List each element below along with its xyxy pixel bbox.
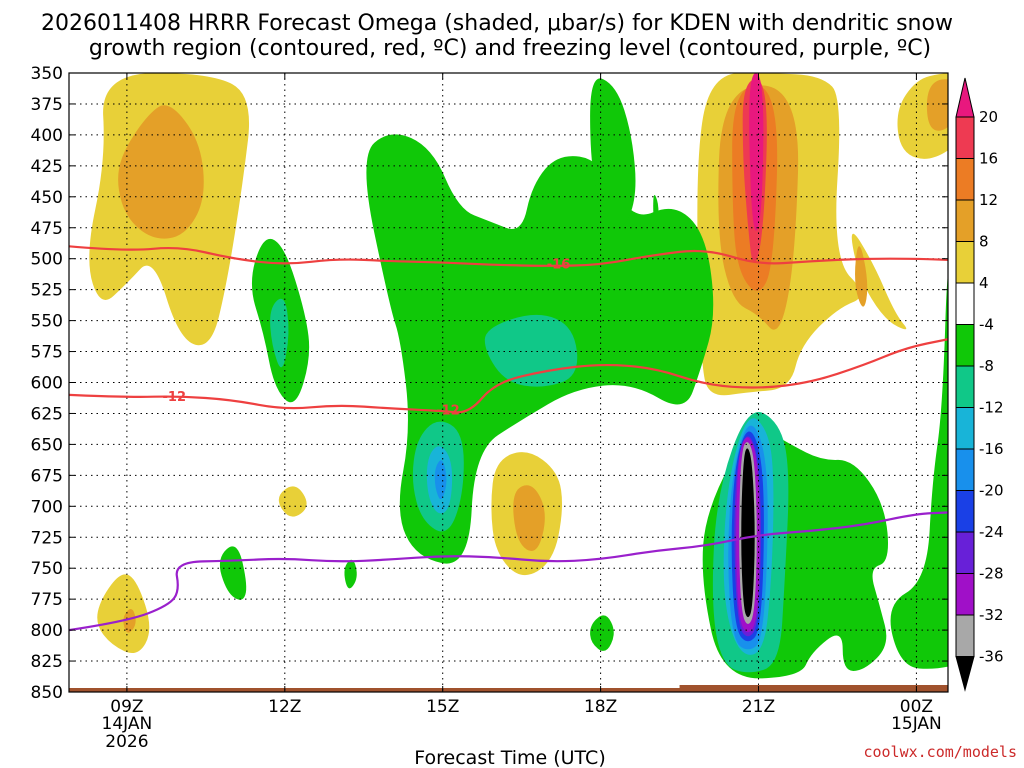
x-tick-sublabel-0: 14JAN xyxy=(102,714,153,734)
x-tick-label-0: 09Z xyxy=(110,697,143,717)
x-axis-label: Forecast Time (UTC) xyxy=(414,747,605,768)
omega-region-12 xyxy=(513,485,545,551)
colorbar-label-4: 4 xyxy=(979,274,989,292)
y-tick-label-3: 425 xyxy=(31,157,63,177)
contour-label-1: -12 xyxy=(163,390,187,405)
y-tick-label-8: 550 xyxy=(31,312,63,332)
y-tick-label-4: 450 xyxy=(31,188,63,208)
y-tick-label-9: 575 xyxy=(31,343,63,363)
omega-region-29 xyxy=(890,272,948,669)
axes: 350 375 400 425 450 475 500 525 550 575 600 625 650 6… xyxy=(31,64,949,752)
omega-region-22 xyxy=(653,195,659,222)
colorbar-box-2 xyxy=(955,158,975,201)
omega-region-24 xyxy=(270,298,289,368)
contour-line-0 xyxy=(69,245,948,267)
contour-line-2 xyxy=(69,511,948,632)
contour-label-text: -16 xyxy=(547,258,571,273)
y-tick-label-2: 400 xyxy=(31,126,63,146)
ground-strip-left xyxy=(69,688,948,692)
omega-shading xyxy=(89,73,948,679)
colorbar-label-0: 20 xyxy=(979,108,998,126)
x-tick-label-3: 18Z xyxy=(584,697,617,717)
colorbar-label-7: -12 xyxy=(979,399,1004,417)
colorbar-box-4 xyxy=(955,241,975,284)
x-tick-sublabel2-0: 2026 xyxy=(105,732,148,752)
x-tick-sublabel-5: 15JAN xyxy=(891,714,942,734)
omega-region-10 xyxy=(855,246,868,307)
y-tick-label-7: 525 xyxy=(31,281,63,301)
colorbar-label-12: -32 xyxy=(979,606,1004,624)
y-tick-label-19: 825 xyxy=(31,652,63,672)
y-tick-label-14: 700 xyxy=(31,497,63,517)
ground-strip xyxy=(69,685,948,692)
omega-region-14 xyxy=(123,609,136,633)
x-tick-label-5: 00Z xyxy=(900,697,933,717)
omega-region-18 xyxy=(484,314,578,387)
colorbar-label-9: -20 xyxy=(979,482,1004,500)
y-tick-label-13: 675 xyxy=(31,466,63,486)
colorbar-arrow-bottom xyxy=(955,656,975,692)
colorbar-label-6: -8 xyxy=(979,357,994,375)
y-tick-label-0: 350 xyxy=(31,64,63,84)
y-tick-label-17: 775 xyxy=(31,590,63,610)
ground-strip-right xyxy=(679,685,948,692)
contour-label-text: -12 xyxy=(163,390,187,405)
y-tick-label-16: 750 xyxy=(31,559,63,579)
omega-region-21 xyxy=(434,460,447,500)
x-tick-label-2: 15Z xyxy=(426,697,459,717)
colorbar-box-10 xyxy=(955,490,975,533)
omega-region-38 xyxy=(741,448,755,618)
colorbar-box-5 xyxy=(955,282,975,325)
colorbar-box-8 xyxy=(955,407,975,450)
contour-line-1 xyxy=(69,338,948,414)
y-tick-label-15: 725 xyxy=(31,528,63,548)
omega-region-8 xyxy=(926,79,948,131)
omega-region-13 xyxy=(97,574,150,654)
colorbar-label-2: 12 xyxy=(979,191,998,209)
omega-region-6 xyxy=(749,73,764,231)
colorbar-box-12 xyxy=(955,573,975,616)
colorbar-label-10: -24 xyxy=(979,523,1004,541)
y-tick-label-1: 375 xyxy=(31,95,63,115)
y-tick-label-20: 850 xyxy=(31,683,63,703)
omega-region-9 xyxy=(851,233,907,330)
colorbar-box-11 xyxy=(955,531,975,574)
omega-region-17 xyxy=(590,78,636,227)
y-tick-label-5: 475 xyxy=(31,219,63,239)
y-tick-label-10: 600 xyxy=(31,374,63,394)
colorbar-box-7 xyxy=(955,365,975,408)
y-tick-label-11: 625 xyxy=(31,404,63,424)
y-tick-label-18: 800 xyxy=(31,621,63,641)
omega-region-26 xyxy=(344,559,357,589)
colorbar-label-11: -28 xyxy=(979,565,1004,583)
colorbar-box-13 xyxy=(955,614,975,657)
chart-title-line1: 2026011408 HRRR Forecast Omega (shaded, … xyxy=(41,11,953,36)
colorbar-label-8: -16 xyxy=(979,440,1004,458)
contour-label-2: -12 xyxy=(436,404,460,419)
colorbar-label-3: 8 xyxy=(979,233,989,251)
x-tick-label-4: 21Z xyxy=(742,697,775,717)
colorbar: 20 16 12 8 4 -4 -8 -12 -16 -20 -24 -28 -32 -36 xyxy=(955,77,1004,692)
colorbar-label-5: -4 xyxy=(979,316,994,334)
contour-label-0: -16 xyxy=(547,258,571,273)
isotherm-contours: -16 -12 -12 xyxy=(69,245,948,632)
omega-region-27 xyxy=(590,615,614,651)
colorbar-label-1: 16 xyxy=(979,150,998,168)
chart-title-line2: growth region (contoured, red, ºC) and f… xyxy=(89,36,931,61)
colorbar-box-3 xyxy=(955,199,975,242)
y-tick-label-12: 650 xyxy=(31,435,63,455)
omega-region-1 xyxy=(118,105,204,239)
colorbar-label-13: -36 xyxy=(979,648,1004,666)
contour-label-text: -12 xyxy=(436,404,460,419)
y-tick-label-6: 500 xyxy=(31,250,63,270)
colorbar-box-9 xyxy=(955,448,975,491)
colorbar-box-6 xyxy=(955,324,975,367)
omega-region-15 xyxy=(278,486,307,517)
credit-link[interactable]: coolwx.com/models xyxy=(863,743,1017,761)
x-tick-label-1: 12Z xyxy=(268,697,301,717)
colorbar-box-1 xyxy=(955,116,975,159)
